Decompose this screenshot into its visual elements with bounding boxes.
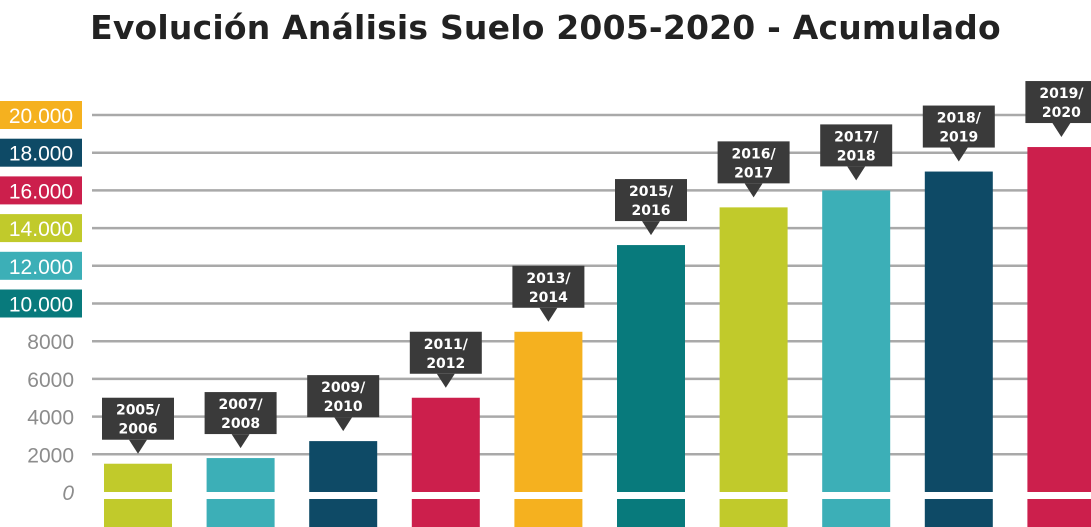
y-tick-label: 4000 — [27, 407, 74, 430]
y-tick-label: 14.000 — [9, 218, 73, 241]
bar-base-strip — [309, 499, 378, 527]
y-tick-label: 8000 — [27, 331, 74, 354]
bar-base-strip — [206, 499, 275, 527]
bar — [617, 245, 685, 492]
bar-base-strip — [514, 499, 583, 527]
callout-pointer — [334, 417, 353, 432]
category-label: 2016/ — [732, 146, 777, 162]
category-callout: 2013/2014 — [512, 265, 585, 322]
category-callout: 2017/2018 — [820, 124, 893, 181]
bar-base-strip — [719, 499, 788, 527]
category-label: 2014 — [529, 290, 568, 306]
bar — [309, 441, 378, 492]
bar — [924, 171, 993, 493]
y-tick-badge — [0, 138, 82, 167]
category-callout: 2005/2006 — [102, 397, 174, 454]
chart-title: Evolución Análisis Suelo 2005-2020 - Acu… — [90, 8, 1001, 47]
callout-box — [615, 179, 687, 222]
category-label: 2020 — [1042, 105, 1081, 121]
bar-base-strip — [617, 499, 685, 527]
bar — [411, 397, 480, 492]
callout-pointer — [539, 307, 558, 322]
category-callout: 2011/2012 — [409, 331, 482, 388]
category-label: 2018 — [837, 148, 876, 164]
y-tick-badge — [0, 101, 82, 129]
category-label: 2008 — [221, 416, 260, 432]
bar — [514, 331, 583, 492]
callout-box — [409, 331, 482, 374]
y-tick-label: 12.000 — [9, 256, 73, 279]
category-label: 2006 — [119, 422, 158, 438]
category-label: 2017 — [734, 165, 773, 181]
category-callout: 2015/2016 — [615, 179, 687, 236]
callout-box — [1025, 81, 1091, 124]
y-tick-label: 0 — [62, 482, 74, 505]
category-label: 2009/ — [321, 380, 366, 396]
category-label: 2007/ — [219, 397, 264, 413]
category-label: 2018/ — [937, 111, 982, 127]
callout-box — [512, 265, 585, 308]
y-tick-badge — [0, 176, 82, 205]
callout-pointer — [129, 439, 147, 454]
callout-box — [102, 397, 174, 440]
category-callout: 2009/2010 — [307, 375, 380, 432]
category-label: 2019 — [939, 130, 978, 146]
bar — [104, 463, 172, 492]
bar-base-strip — [822, 499, 891, 527]
category-label: 2017/ — [834, 129, 879, 145]
y-tick-badge — [0, 289, 82, 318]
category-label: 2015/ — [629, 184, 674, 200]
bar-base-strip — [104, 499, 172, 527]
y-tick-label: 16.000 — [9, 180, 73, 203]
callout-pointer — [231, 434, 250, 449]
category-label: 2012 — [426, 356, 465, 372]
y-tick-label: 2000 — [27, 444, 74, 467]
category-label: 2005/ — [116, 403, 161, 419]
bar — [719, 207, 788, 493]
category-label: 2011/ — [424, 337, 469, 353]
category-label: 2010 — [324, 399, 363, 415]
y-tick-label: 6000 — [27, 369, 74, 392]
callout-pointer — [847, 166, 866, 181]
callout-pointer — [436, 373, 455, 388]
callout-pointer — [1052, 123, 1071, 138]
y-tick-label: 10.000 — [9, 294, 73, 317]
category-label: 2013/ — [526, 271, 571, 287]
callout-box — [820, 124, 893, 167]
callout-box — [717, 141, 790, 184]
bar — [822, 190, 891, 492]
callout-pointer — [744, 183, 763, 198]
callout-pointer — [642, 221, 660, 236]
category-callout: 2016/2017 — [717, 141, 790, 198]
y-tick-badge — [0, 214, 82, 243]
y-tick-label: 20.000 — [9, 105, 73, 128]
category-label: 2016 — [632, 203, 671, 219]
callout-box — [307, 375, 380, 418]
category-callout: 2018/2019 — [922, 105, 995, 162]
bar-base-strip — [924, 499, 993, 527]
callout-pointer — [949, 147, 968, 162]
callout-box — [922, 105, 995, 148]
bar-base-strip — [411, 499, 480, 527]
bar-base-strip — [1027, 499, 1091, 527]
category-callout: 2019/2020 — [1025, 81, 1091, 138]
category-label: 2019/ — [1039, 86, 1084, 102]
y-tick-label: 18.000 — [9, 143, 73, 166]
callout-box — [204, 392, 277, 435]
category-callout: 2007/2008 — [204, 392, 277, 449]
y-tick-badge — [0, 251, 82, 280]
bar — [206, 458, 275, 492]
bar — [1027, 147, 1091, 493]
